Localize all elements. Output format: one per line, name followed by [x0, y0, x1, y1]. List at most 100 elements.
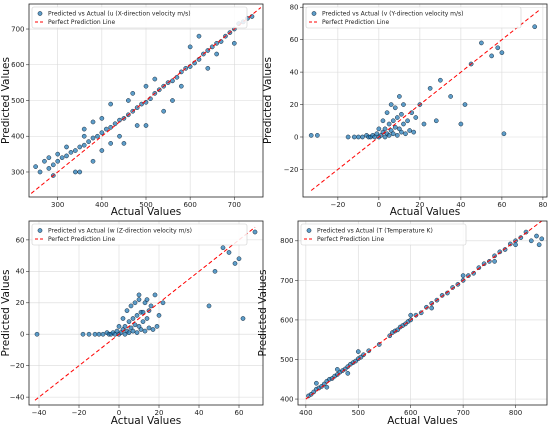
x-axis-title: Actual Values	[111, 206, 182, 218]
y-tick-label: 60	[290, 36, 299, 44]
chart-panel-2: −20 0 20 40 60 80 −20 0 20 40 60 80 Predicted vs Act…	[262, 3, 548, 218]
data-point	[321, 381, 327, 387]
chart-panel-4: 400 500 600 700 800 400 500 600 700 800 Predicted …	[257, 220, 548, 427]
data-point	[433, 118, 439, 124]
x-tick-label: 400	[95, 201, 108, 209]
data-point	[492, 259, 497, 264]
data-point	[144, 316, 150, 321]
data-point	[55, 158, 61, 164]
data-point	[92, 331, 98, 337]
y-tick-label: 0	[20, 331, 24, 339]
data-point	[99, 116, 105, 121]
x-tick-label: 40	[456, 201, 465, 209]
data-point	[345, 134, 351, 140]
data-point	[360, 134, 365, 140]
plot-frame	[297, 220, 548, 406]
data-point	[178, 83, 184, 89]
data-point	[236, 256, 242, 262]
y-tick-label: 0	[294, 133, 298, 141]
data-point	[34, 331, 40, 337]
data-point	[99, 148, 105, 153]
y-tick-label: 80	[290, 4, 299, 12]
data-point	[413, 115, 419, 120]
plot-frame	[302, 3, 548, 198]
x-tick-label: 300	[51, 201, 64, 209]
chart-panel-1: 300 400 500 600 700 300 400 500 600 700 Predicted …	[0, 3, 264, 218]
legend-label-series: Predicted vs Actual (u (X-direction velo…	[48, 11, 191, 18]
data-point	[187, 44, 193, 50]
x-tick-label: −20	[330, 201, 345, 209]
data-point	[134, 330, 140, 335]
data-point	[144, 297, 150, 302]
data-point	[513, 242, 518, 248]
y-tick-label: 20	[290, 101, 299, 109]
data-point	[42, 158, 47, 164]
data-point	[448, 94, 453, 99]
x-axis-title: Actual Values	[390, 206, 461, 218]
data-point	[81, 142, 87, 148]
x-tick-label: 20	[415, 201, 424, 209]
data-point	[311, 389, 317, 395]
data-point	[73, 148, 78, 153]
data-point	[154, 324, 160, 329]
perfect-prediction-line	[310, 10, 540, 191]
x-tick-label: 500	[139, 201, 152, 209]
data-point	[380, 118, 386, 124]
data-point	[532, 24, 538, 30]
data-point	[324, 384, 330, 390]
data-point	[90, 158, 96, 164]
data-point	[90, 119, 96, 125]
y-tick-label: 600	[11, 61, 24, 69]
x-tick-label: −40	[32, 409, 47, 417]
data-point	[170, 78, 175, 84]
y-tick-label: −40	[10, 394, 25, 402]
data-point	[148, 303, 154, 309]
data-point	[99, 130, 105, 135]
data-point	[124, 308, 130, 313]
y-tick-label: 40	[290, 69, 299, 77]
y-tick-label: 700	[280, 277, 293, 285]
x-tick-label: 80	[538, 201, 547, 209]
plot-frame	[28, 220, 264, 406]
data-point	[121, 141, 127, 146]
legend-box	[305, 6, 522, 29]
data-point	[205, 66, 211, 71]
data-point	[134, 313, 140, 318]
data-point	[86, 139, 91, 144]
data-point	[361, 352, 366, 358]
legend-label-series: Predicted vs Actual (v (Y-direction velo…	[322, 11, 464, 18]
y-tick-label: 600	[280, 316, 293, 324]
data-point	[462, 102, 468, 107]
data-point	[403, 131, 408, 137]
data-point	[539, 236, 545, 242]
y-tick-label: −20	[10, 362, 25, 370]
data-point	[140, 309, 146, 315]
data-point	[407, 128, 412, 133]
data-point	[86, 331, 92, 337]
data-point	[80, 331, 86, 337]
data-point	[132, 322, 138, 328]
data-point	[128, 303, 134, 309]
x-tick-label: 700	[456, 409, 469, 417]
data-point	[152, 292, 158, 298]
x-tick-label: 600	[404, 409, 417, 417]
data-point	[252, 229, 258, 235]
y-axis-title: Predicted Values	[0, 57, 12, 144]
y-axis-title: Predicted Values	[0, 270, 12, 357]
legend: Predicted vs Actual (u (X-direction velo…	[31, 6, 248, 29]
data-point	[388, 102, 394, 107]
data-point	[196, 33, 202, 39]
legend-label-reference: Perfect Prediction Line	[48, 236, 115, 243]
y-tick-label: 60	[16, 236, 25, 244]
data-point	[143, 83, 149, 89]
data-point	[134, 123, 140, 128]
y-tick-label: 500	[11, 97, 24, 105]
data-point	[81, 126, 87, 132]
data-point	[103, 126, 109, 132]
data-point	[397, 94, 402, 99]
data-point	[81, 133, 87, 139]
data-point	[411, 129, 417, 135]
data-point	[77, 169, 83, 175]
data-point	[156, 313, 162, 318]
data-point	[212, 268, 218, 274]
